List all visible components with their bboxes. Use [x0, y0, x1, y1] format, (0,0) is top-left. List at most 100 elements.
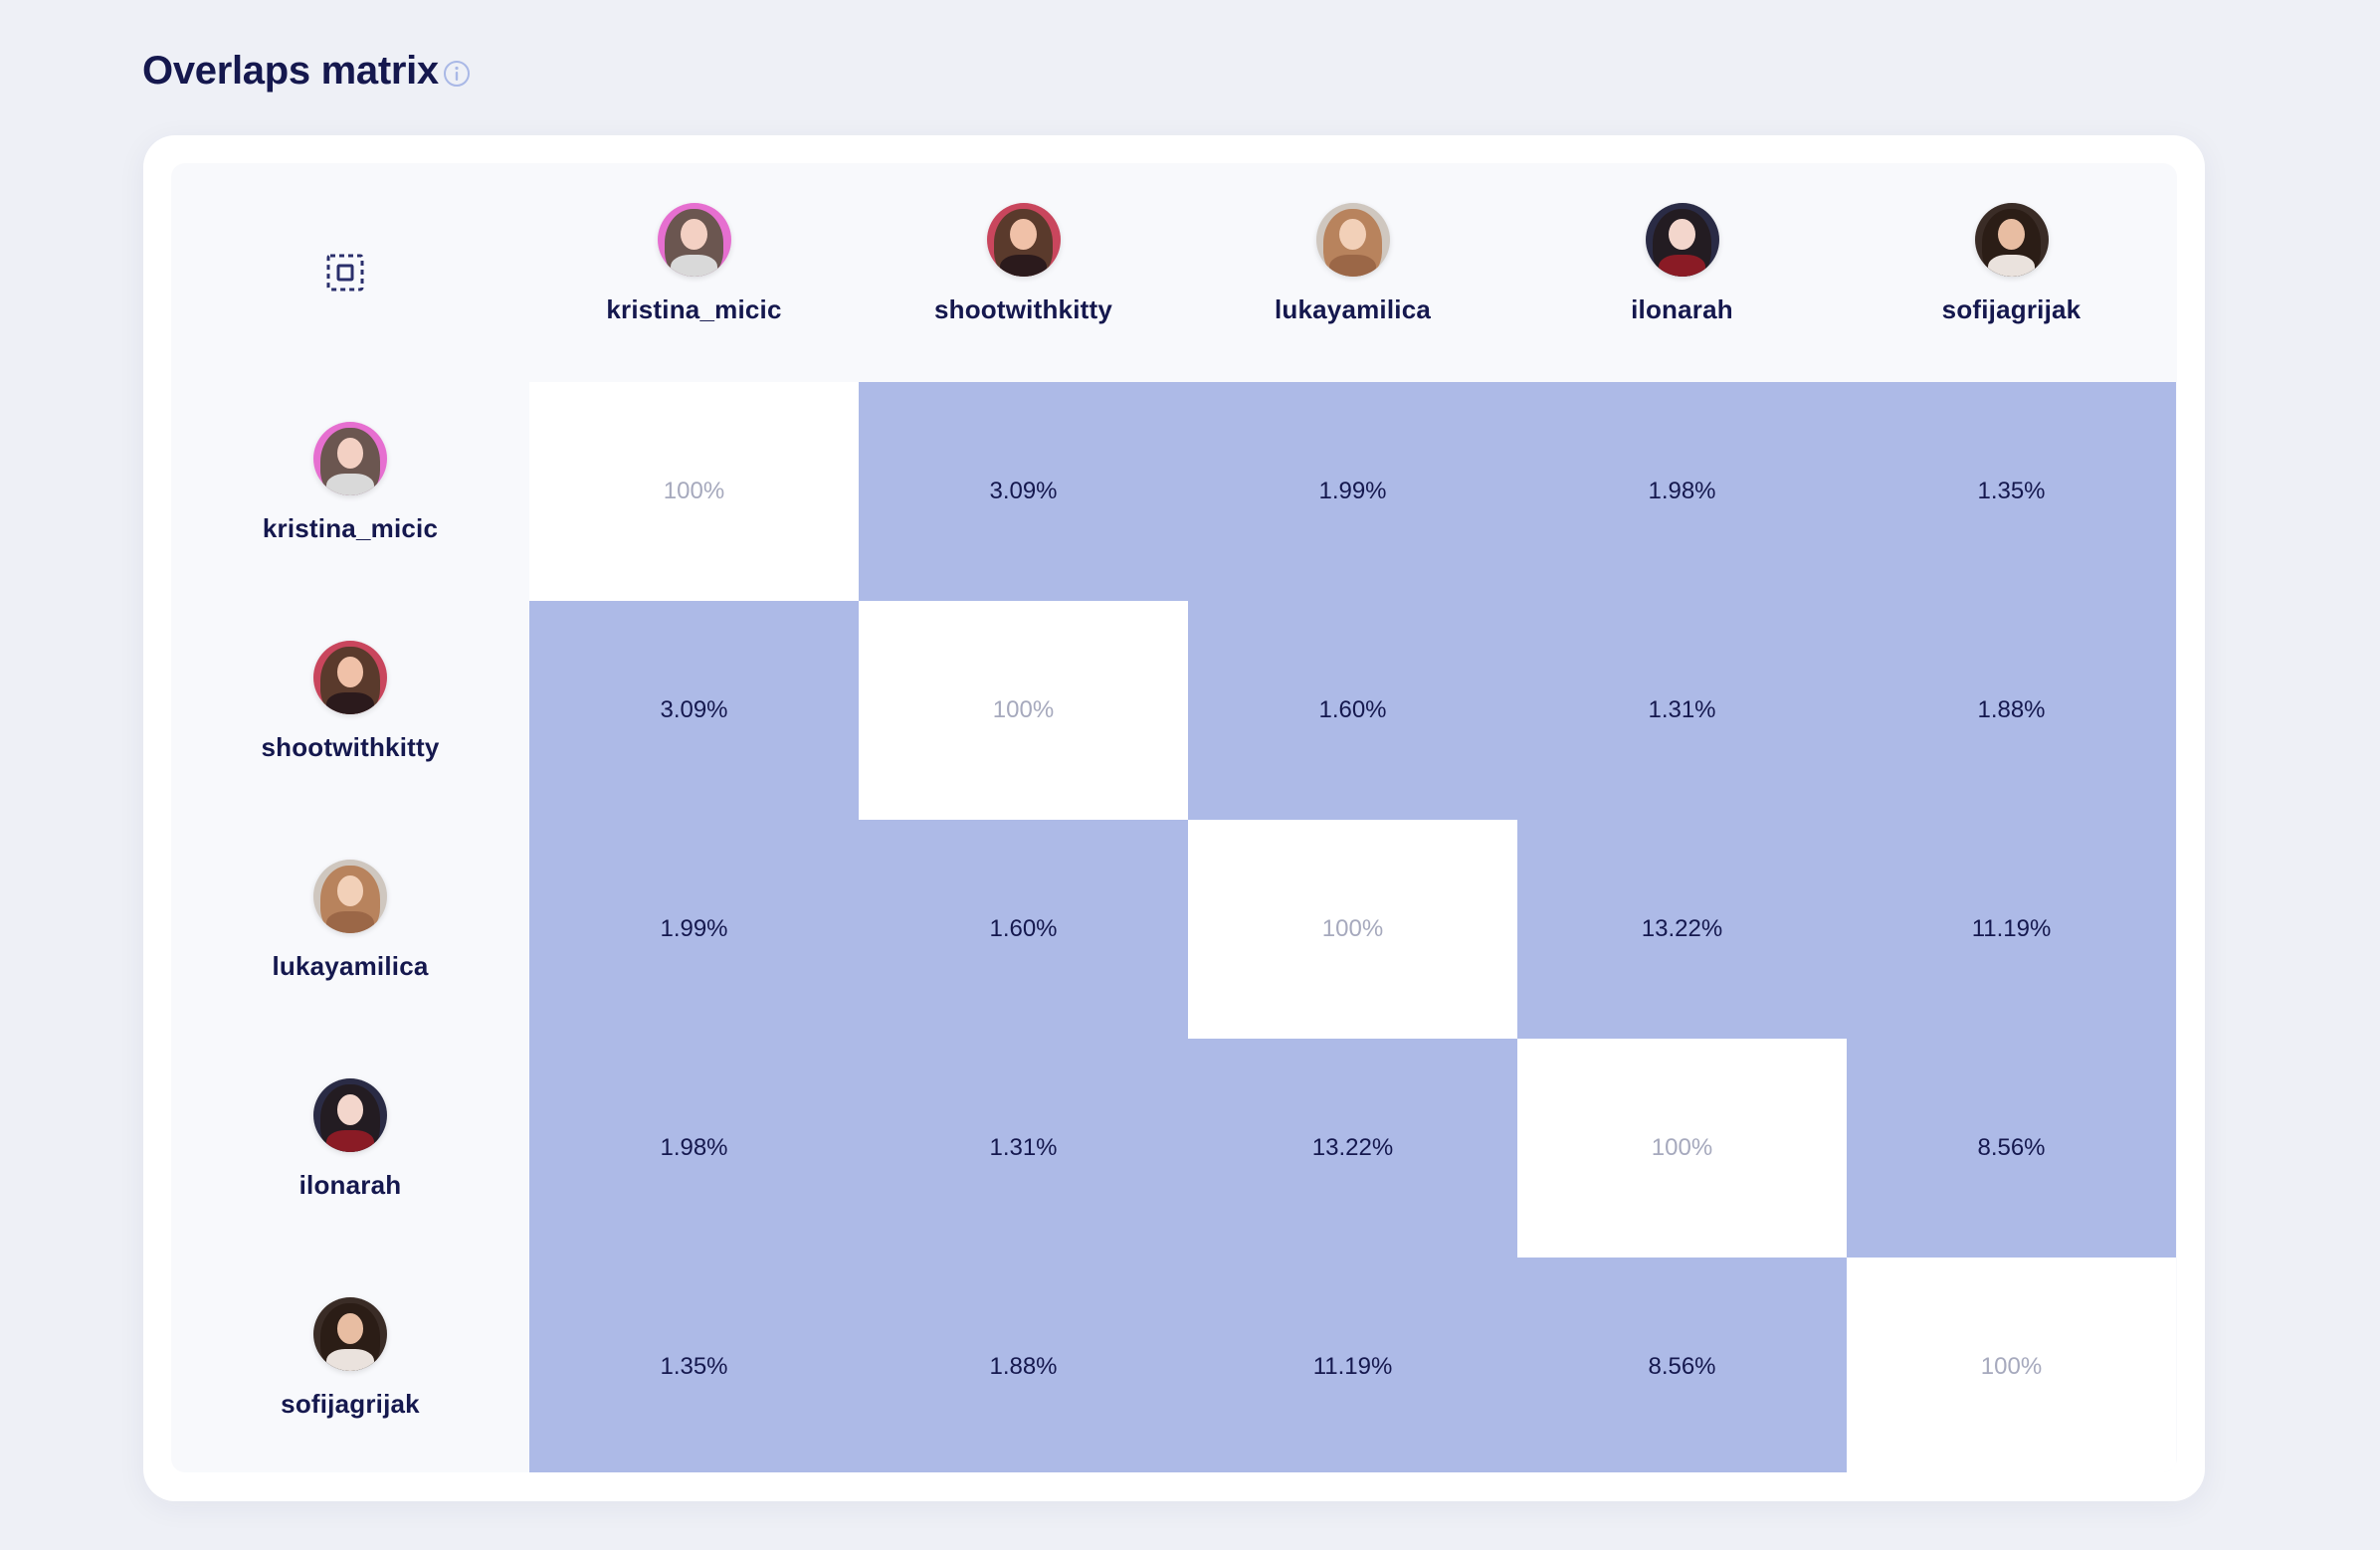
- avatar-body: [326, 1348, 374, 1371]
- matrix-cell[interactable]: 1.35%: [1847, 382, 2176, 601]
- avatar-face: [336, 875, 364, 907]
- matrix-cell[interactable]: 1.35%: [529, 1258, 859, 1472]
- overlap-value: 1.98%: [660, 1134, 728, 1161]
- row-header-avatar: [313, 860, 387, 933]
- matrix-cell[interactable]: 100%: [1847, 1258, 2176, 1472]
- overlap-value: 1.60%: [1318, 696, 1387, 723]
- overlap-value: 1.99%: [660, 915, 728, 942]
- username-label: kristina_micic: [606, 294, 782, 324]
- username-label: ilonarah: [1631, 294, 1733, 324]
- matrix-cell[interactable]: 13.22%: [1188, 1039, 1517, 1258]
- overlap-value: 1.98%: [1648, 478, 1716, 504]
- select-frame-icon[interactable]: [325, 253, 365, 292]
- avatar-body: [999, 254, 1048, 277]
- overlap-value: 1.31%: [989, 1134, 1058, 1161]
- username-label: sofijagrijak: [281, 1389, 420, 1419]
- matrix-cell[interactable]: 11.19%: [1188, 1258, 1517, 1472]
- overlap-value: 1.99%: [1318, 478, 1387, 504]
- overlap-value: 8.56%: [1977, 1134, 2046, 1161]
- matrix-cell[interactable]: 100%: [529, 382, 859, 601]
- avatar-face: [336, 1094, 364, 1126]
- username-label: sofijagrijak: [1941, 294, 2082, 324]
- username-label: kristina_micic: [262, 513, 439, 543]
- column-header-avatar: [1315, 203, 1390, 277]
- matrix-cell[interactable]: 1.31%: [859, 1039, 1188, 1258]
- avatar-face: [336, 657, 364, 688]
- overlap-value: 100%: [663, 478, 725, 504]
- row-header-4[interactable]: sofijagrijak: [171, 1258, 529, 1472]
- overlap-value: 3.09%: [660, 696, 728, 723]
- matrix-cell[interactable]: 1.98%: [1517, 382, 1847, 601]
- row-header-1[interactable]: shootwithkitty: [171, 601, 529, 820]
- avatar-body: [326, 910, 374, 933]
- avatar-face: [1339, 219, 1366, 251]
- row-header-avatar: [313, 422, 387, 495]
- username-label: lukayamilica: [272, 951, 429, 981]
- column-header-avatar: [1645, 203, 1719, 277]
- overlap-value: 1.88%: [1977, 696, 2046, 723]
- matrix-cell[interactable]: 100%: [1517, 1039, 1847, 1258]
- row-header-avatar: [313, 1078, 387, 1152]
- overlap-value: 13.22%: [1311, 1134, 1394, 1161]
- matrix-cell[interactable]: 8.56%: [1847, 1039, 2176, 1258]
- overlaps-matrix: kristina_micic kristina_micic shootwithkit…: [171, 163, 2177, 1472]
- matrix-cell[interactable]: 1.99%: [1188, 382, 1517, 601]
- matrix-cell[interactable]: 11.19%: [1847, 820, 2176, 1039]
- avatar-body: [326, 691, 374, 714]
- avatar-face: [336, 1313, 364, 1345]
- matrix-cell[interactable]: 100%: [859, 601, 1188, 820]
- username-label: shootwithkitty: [933, 294, 1112, 324]
- matrix-cell[interactable]: 1.98%: [529, 1039, 859, 1258]
- overlap-value: 1.35%: [660, 1353, 728, 1380]
- column-header-1[interactable]: shootwithkitty: [859, 163, 1188, 382]
- avatar-face: [681, 219, 707, 251]
- overlap-value: 100%: [992, 696, 1055, 723]
- overlap-value: 100%: [1980, 1353, 2043, 1380]
- overlap-value: 8.56%: [1648, 1353, 1716, 1380]
- matrix-cell[interactable]: 8.56%: [1517, 1258, 1847, 1472]
- column-header-0[interactable]: kristina_micic: [529, 163, 859, 382]
- avatar-body: [326, 1129, 374, 1152]
- matrix-cell[interactable]: 1.99%: [529, 820, 859, 1039]
- avatar-body: [1328, 254, 1377, 277]
- matrix-cell[interactable]: 1.60%: [1188, 601, 1517, 820]
- overlap-value: 1.31%: [1648, 696, 1716, 723]
- column-header-avatar: [657, 203, 731, 277]
- matrix-cell[interactable]: 1.60%: [859, 820, 1188, 1039]
- column-header-3[interactable]: ilonarah: [1517, 163, 1847, 382]
- avatar-body: [1987, 254, 2036, 277]
- overlap-value: 3.09%: [989, 478, 1058, 504]
- info-icon[interactable]: [443, 60, 471, 88]
- row-header-2[interactable]: lukayamilica: [171, 820, 529, 1039]
- matrix-cell[interactable]: 100%: [1188, 820, 1517, 1039]
- overlap-value: 11.19%: [1312, 1353, 1393, 1380]
- matrix-cell[interactable]: 3.09%: [859, 382, 1188, 601]
- matrix-cell[interactable]: 3.09%: [529, 601, 859, 820]
- avatar-face: [1669, 219, 1695, 251]
- column-header-2[interactable]: lukayamilica: [1188, 163, 1517, 382]
- overlap-value: 1.88%: [989, 1353, 1058, 1380]
- row-header-3[interactable]: ilonarah: [171, 1039, 529, 1258]
- overlap-value: 11.19%: [1971, 915, 2052, 942]
- overlap-value: 100%: [1651, 1134, 1713, 1161]
- matrix-cell[interactable]: 1.31%: [1517, 601, 1847, 820]
- page-title: Overlaps matrix: [142, 48, 439, 93]
- matrix-cell[interactable]: 1.88%: [859, 1258, 1188, 1472]
- avatar-face: [1010, 219, 1037, 251]
- row-header-0[interactable]: kristina_micic: [171, 382, 529, 601]
- avatar-face: [1998, 219, 2025, 251]
- column-header-4[interactable]: sofijagrijak: [1847, 163, 2176, 382]
- username-label: ilonarah: [298, 1170, 402, 1200]
- avatar-body: [670, 254, 718, 277]
- title-row: Overlaps matrix: [142, 46, 471, 96]
- column-header-avatar: [1974, 203, 2049, 277]
- column-header-avatar: [986, 203, 1061, 277]
- matrix-cell[interactable]: 1.88%: [1847, 601, 2176, 820]
- username-label: lukayamilica: [1274, 294, 1432, 324]
- matrix-corner: [171, 163, 529, 382]
- username-label: shootwithkitty: [261, 732, 440, 762]
- avatar-body: [326, 473, 374, 495]
- overlap-value: 13.22%: [1641, 915, 1723, 942]
- overlap-value: 100%: [1321, 915, 1384, 942]
- matrix-cell[interactable]: 13.22%: [1517, 820, 1847, 1039]
